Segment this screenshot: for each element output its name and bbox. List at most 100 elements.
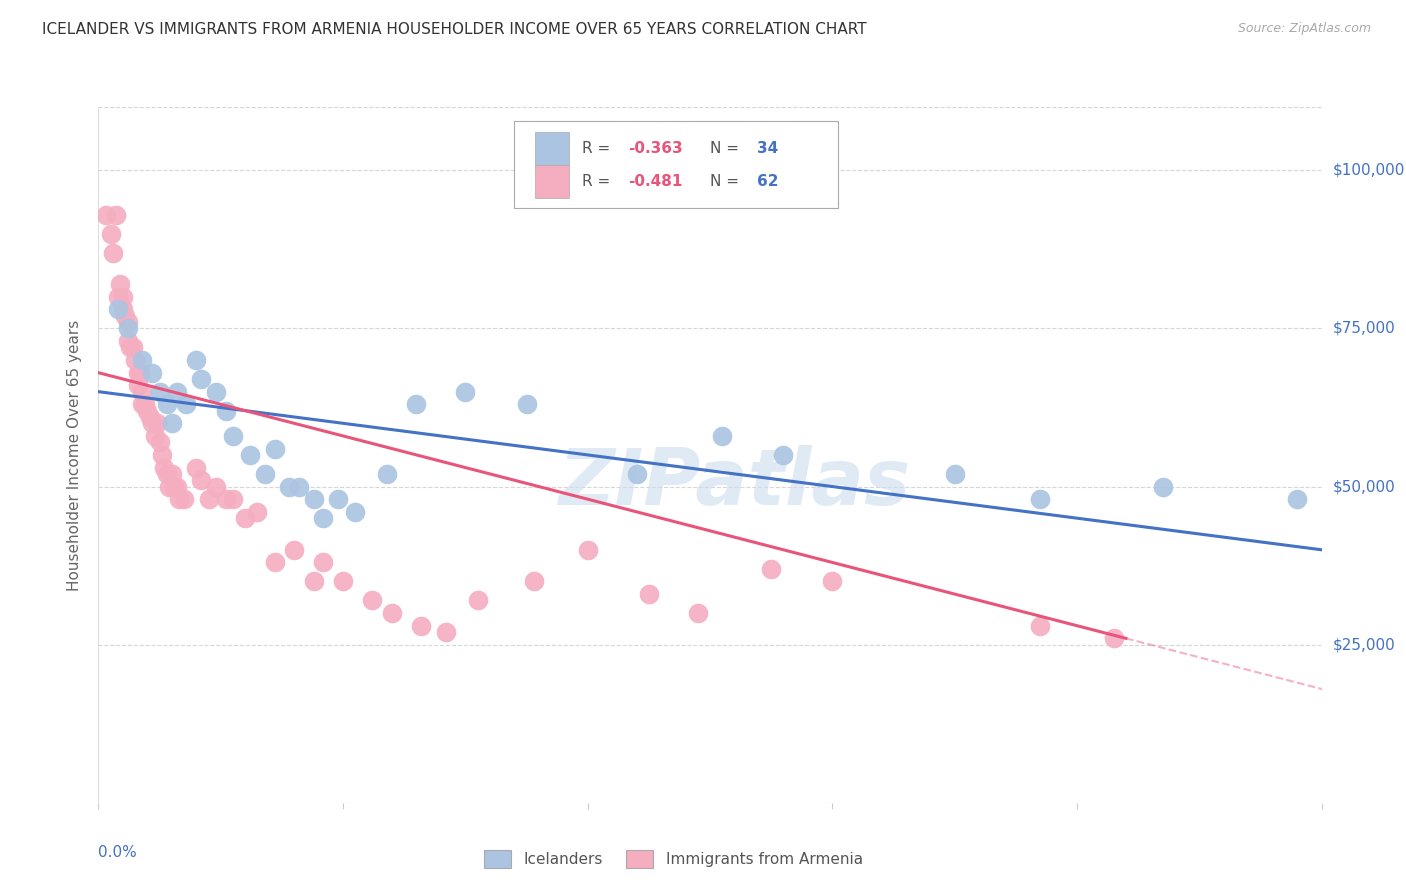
Point [120,340,142,354]
Text: -0.481: -0.481 [628,174,682,189]
Point [104,208,127,222]
Point [149,435,172,450]
Point [107,290,129,304]
Point [107,302,129,317]
Point [160,417,183,431]
Point [344,505,367,519]
Point [101,245,124,260]
Point [312,556,335,570]
Point [253,467,276,481]
Text: 34: 34 [756,141,778,156]
Text: R =: R = [582,141,614,156]
Point [131,397,153,411]
Point [150,448,173,462]
Point [411,618,433,632]
Point [332,574,354,589]
Point [149,384,172,399]
Point [110,277,132,292]
Point [160,467,183,481]
Point [222,429,245,443]
Point [467,593,489,607]
Text: N =: N = [710,174,744,189]
Point [686,606,709,620]
Point [163,479,186,493]
Point [141,366,163,380]
Text: $25,000: $25,000 [1333,637,1396,652]
Point [214,492,236,507]
Point [361,593,384,607]
Point [143,429,166,443]
Point [100,227,122,241]
Point [176,397,198,411]
Point [186,460,208,475]
Point [312,511,335,525]
Point [278,479,301,493]
Point [173,492,195,507]
Point [246,505,269,519]
Point [190,473,212,487]
Point [114,309,136,323]
Point [129,366,152,380]
Point [141,417,163,431]
Point [139,409,162,424]
Point [205,384,228,399]
Point [626,467,648,481]
Text: ZIPatlas: ZIPatlas [558,445,911,521]
Point [263,442,285,456]
Point [131,353,153,368]
Point [117,321,139,335]
FancyBboxPatch shape [536,165,569,198]
Point [454,384,477,399]
Point [153,460,176,475]
Point [1286,492,1309,507]
Point [121,340,143,354]
Point [156,397,179,411]
Point [761,562,783,576]
Point [239,448,262,462]
Legend: Icelanders, Immigrants from Armenia: Icelanders, Immigrants from Armenia [477,842,870,875]
Point [186,353,208,368]
Point [302,574,325,589]
Point [127,378,149,392]
Point [136,403,159,417]
FancyBboxPatch shape [515,121,838,208]
Point [1102,632,1125,646]
Point [167,492,190,507]
Point [283,542,305,557]
Text: $100,000: $100,000 [1333,163,1405,178]
Point [111,290,134,304]
Text: $50,000: $50,000 [1333,479,1396,494]
Point [166,384,188,399]
Text: R =: R = [582,174,614,189]
Point [94,208,117,222]
Point [434,625,457,640]
Point [190,372,212,386]
Point [381,606,404,620]
Point [117,315,139,329]
Text: $75,000: $75,000 [1333,321,1396,336]
Point [772,448,794,462]
Point [943,467,966,481]
Point [222,492,245,507]
Point [328,492,350,507]
Point [711,429,734,443]
Text: N =: N = [710,141,744,156]
Text: ICELANDER VS IMMIGRANTS FROM ARMENIA HOUSEHOLDER INCOME OVER 65 YEARS CORRELATIO: ICELANDER VS IMMIGRANTS FROM ARMENIA HOU… [42,22,868,37]
Text: -0.363: -0.363 [628,141,683,156]
Point [214,403,236,417]
Y-axis label: Householder Income Over 65 years: Householder Income Over 65 years [67,319,83,591]
Point [156,467,179,481]
Text: 62: 62 [756,174,778,189]
Point [515,397,537,411]
Point [576,542,599,557]
Point [821,574,844,589]
Point [1029,492,1052,507]
Point [166,479,188,493]
Point [127,366,149,380]
Point [405,397,427,411]
Point [131,384,153,399]
Point [523,574,546,589]
Point [124,353,146,368]
Point [263,556,285,570]
Text: 0.0%: 0.0% [98,845,138,860]
